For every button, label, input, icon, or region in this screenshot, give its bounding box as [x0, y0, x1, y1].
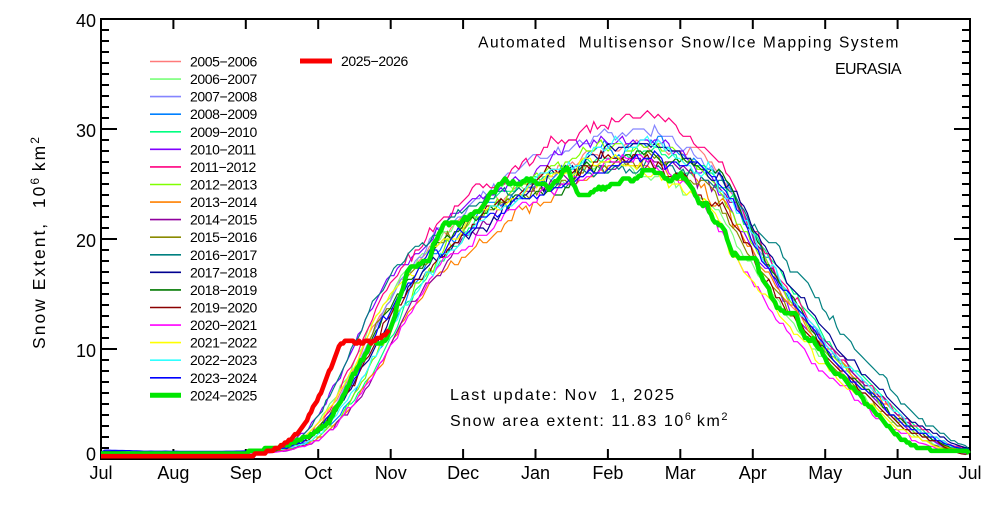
svg-text:2010−2011: 2010−2011 — [190, 141, 256, 157]
svg-text:2016−2017: 2016−2017 — [190, 247, 257, 263]
svg-text:2018−2019: 2018−2019 — [190, 282, 257, 298]
svg-text:2012−2013: 2012−2013 — [190, 177, 257, 193]
svg-text:2020−2021: 2020−2021 — [190, 317, 257, 333]
svg-text:2017−2018: 2017−2018 — [190, 264, 257, 280]
svg-text:0: 0 — [86, 445, 96, 465]
svg-text:30: 30 — [76, 121, 96, 141]
svg-text:2022−2023: 2022−2023 — [190, 352, 257, 368]
svg-text:2021−2022: 2021−2022 — [190, 335, 257, 351]
svg-text:Dec: Dec — [447, 463, 479, 483]
svg-text:Jun: Jun — [883, 463, 912, 483]
svg-text:Jul: Jul — [958, 463, 981, 483]
svg-text:20: 20 — [76, 231, 96, 251]
svg-text:Snow area extent: 11.83 106 km: Snow area extent: 11.83 106 km2 — [450, 411, 728, 430]
svg-text:Nov: Nov — [375, 463, 407, 483]
svg-text:Last update: Nov 1, 2025: Last update: Nov 1, 2025 — [450, 387, 676, 404]
svg-text:Automated Multisensor Snow/Ic: Automated Multisensor Snow/Ice Mapping S… — [478, 35, 900, 52]
svg-text:Aug: Aug — [157, 463, 189, 483]
svg-text:Jul: Jul — [89, 463, 112, 483]
svg-text:2008−2009: 2008−2009 — [190, 106, 257, 122]
svg-text:2013−2014: 2013−2014 — [190, 194, 257, 210]
svg-text:May: May — [808, 463, 842, 483]
svg-text:Jan: Jan — [521, 463, 550, 483]
svg-text:2014−2015: 2014−2015 — [190, 212, 257, 228]
svg-text:10: 10 — [76, 341, 96, 361]
svg-text:2024−2025: 2024−2025 — [190, 387, 257, 403]
svg-text:Apr: Apr — [739, 463, 767, 483]
svg-text:2019−2020: 2019−2020 — [190, 300, 257, 316]
svg-text:2007−2008: 2007−2008 — [190, 89, 257, 105]
svg-text:EURASIA: EURASIA — [835, 61, 902, 78]
svg-text:2011−2012: 2011−2012 — [190, 159, 256, 175]
svg-text:2005−2006: 2005−2006 — [190, 54, 257, 70]
svg-text:Snow Extent, 106 km2: Snow Extent, 106 km2 — [28, 137, 49, 349]
svg-text:2006−2007: 2006−2007 — [190, 71, 257, 87]
svg-text:2015−2016: 2015−2016 — [190, 229, 257, 245]
svg-text:2023−2024: 2023−2024 — [190, 370, 257, 386]
svg-text:Oct: Oct — [304, 463, 332, 483]
svg-text:Mar: Mar — [665, 463, 696, 483]
svg-text:40: 40 — [76, 11, 96, 31]
svg-text:2025−2026: 2025−2026 — [341, 53, 408, 69]
svg-text:2009−2010: 2009−2010 — [190, 124, 257, 140]
svg-text:Feb: Feb — [592, 463, 623, 483]
svg-text:Sep: Sep — [230, 463, 262, 483]
